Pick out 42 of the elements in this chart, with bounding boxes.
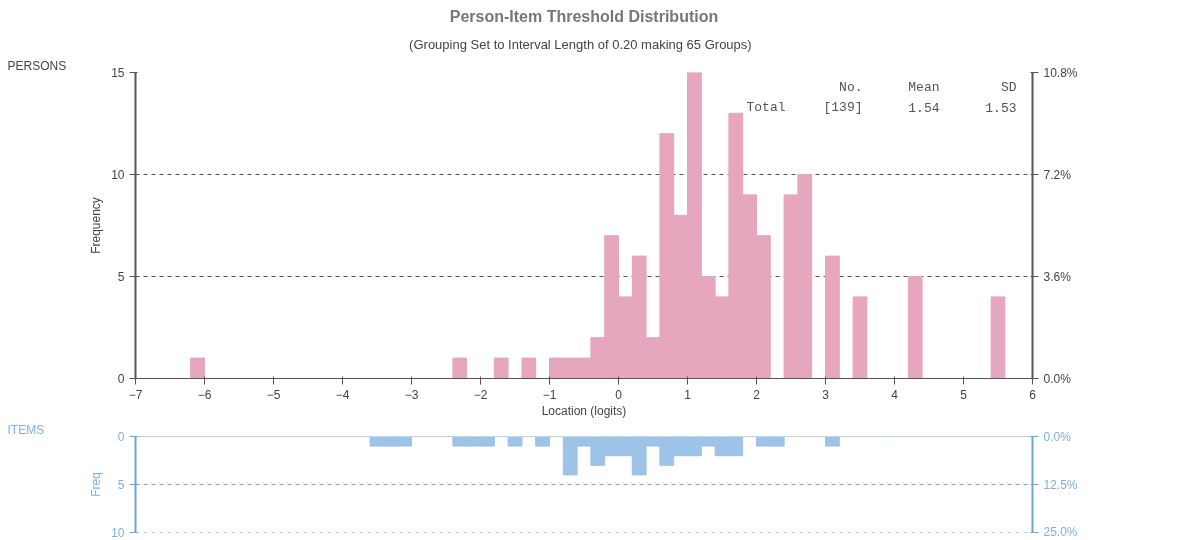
y2-tick-label: 0.0% <box>1043 429 1072 444</box>
annotation: SD <box>1000 80 1017 96</box>
x-tick-label: −2 <box>473 387 488 402</box>
annotation: [139] <box>823 100 863 116</box>
x-tick-label: 6 <box>1029 387 1037 402</box>
y-axis-title: Freq <box>89 472 104 497</box>
chart-subtitle: (Grouping Set to Interval Length of 0.20 making 65 Groups) <box>409 36 752 52</box>
y2-tick-label: 3.6% <box>1043 269 1072 284</box>
x-tick-label: 1 <box>684 387 692 402</box>
y-axis-title: Frequency <box>89 197 104 254</box>
text: ITEMS <box>7 422 45 437</box>
x-tick-label: −5 <box>266 387 281 402</box>
y-tick-label: 10 <box>111 168 125 182</box>
annotation: Mean <box>908 80 940 96</box>
annotation: Total <box>746 100 786 116</box>
annotation: No. <box>839 80 863 96</box>
y2-tick-label: 7.2% <box>1043 167 1072 182</box>
x-tick-label: −3 <box>404 387 419 402</box>
x-tick-label: 3 <box>822 387 830 402</box>
annotation: 1.54 <box>908 101 940 117</box>
x-tick-label: 5 <box>960 387 968 402</box>
y2-tick-label: 12.5% <box>1043 477 1078 492</box>
y-tick-label: 10 <box>111 526 125 540</box>
annotation: 1.53 <box>985 101 1017 117</box>
chart-title: Person-Item Threshold Distribution <box>449 7 719 25</box>
x-tick-label: −7 <box>128 387 143 402</box>
y-tick-label: 0 <box>117 372 125 386</box>
x-tick-label: −1 <box>542 387 557 402</box>
y-tick-label: 0 <box>117 430 125 444</box>
x-tick-label: −4 <box>335 387 350 402</box>
x-tick-label: 4 <box>891 387 899 402</box>
x-tick-label: −6 <box>197 387 212 402</box>
x-axis-title: Location (logits) <box>541 403 627 418</box>
y-tick-label: 15 <box>111 66 125 80</box>
y-tick-label: 5 <box>117 478 125 492</box>
x-tick-label: 0 <box>615 387 623 402</box>
y2-tick-label: 10.8% <box>1043 65 1078 80</box>
y2-tick-label: 25.0% <box>1043 524 1078 539</box>
text: PERSONS <box>7 58 67 73</box>
x-tick-label: 2 <box>753 387 761 402</box>
y2-tick-label: 0.0% <box>1043 371 1072 386</box>
y-tick-label: 5 <box>117 270 125 284</box>
